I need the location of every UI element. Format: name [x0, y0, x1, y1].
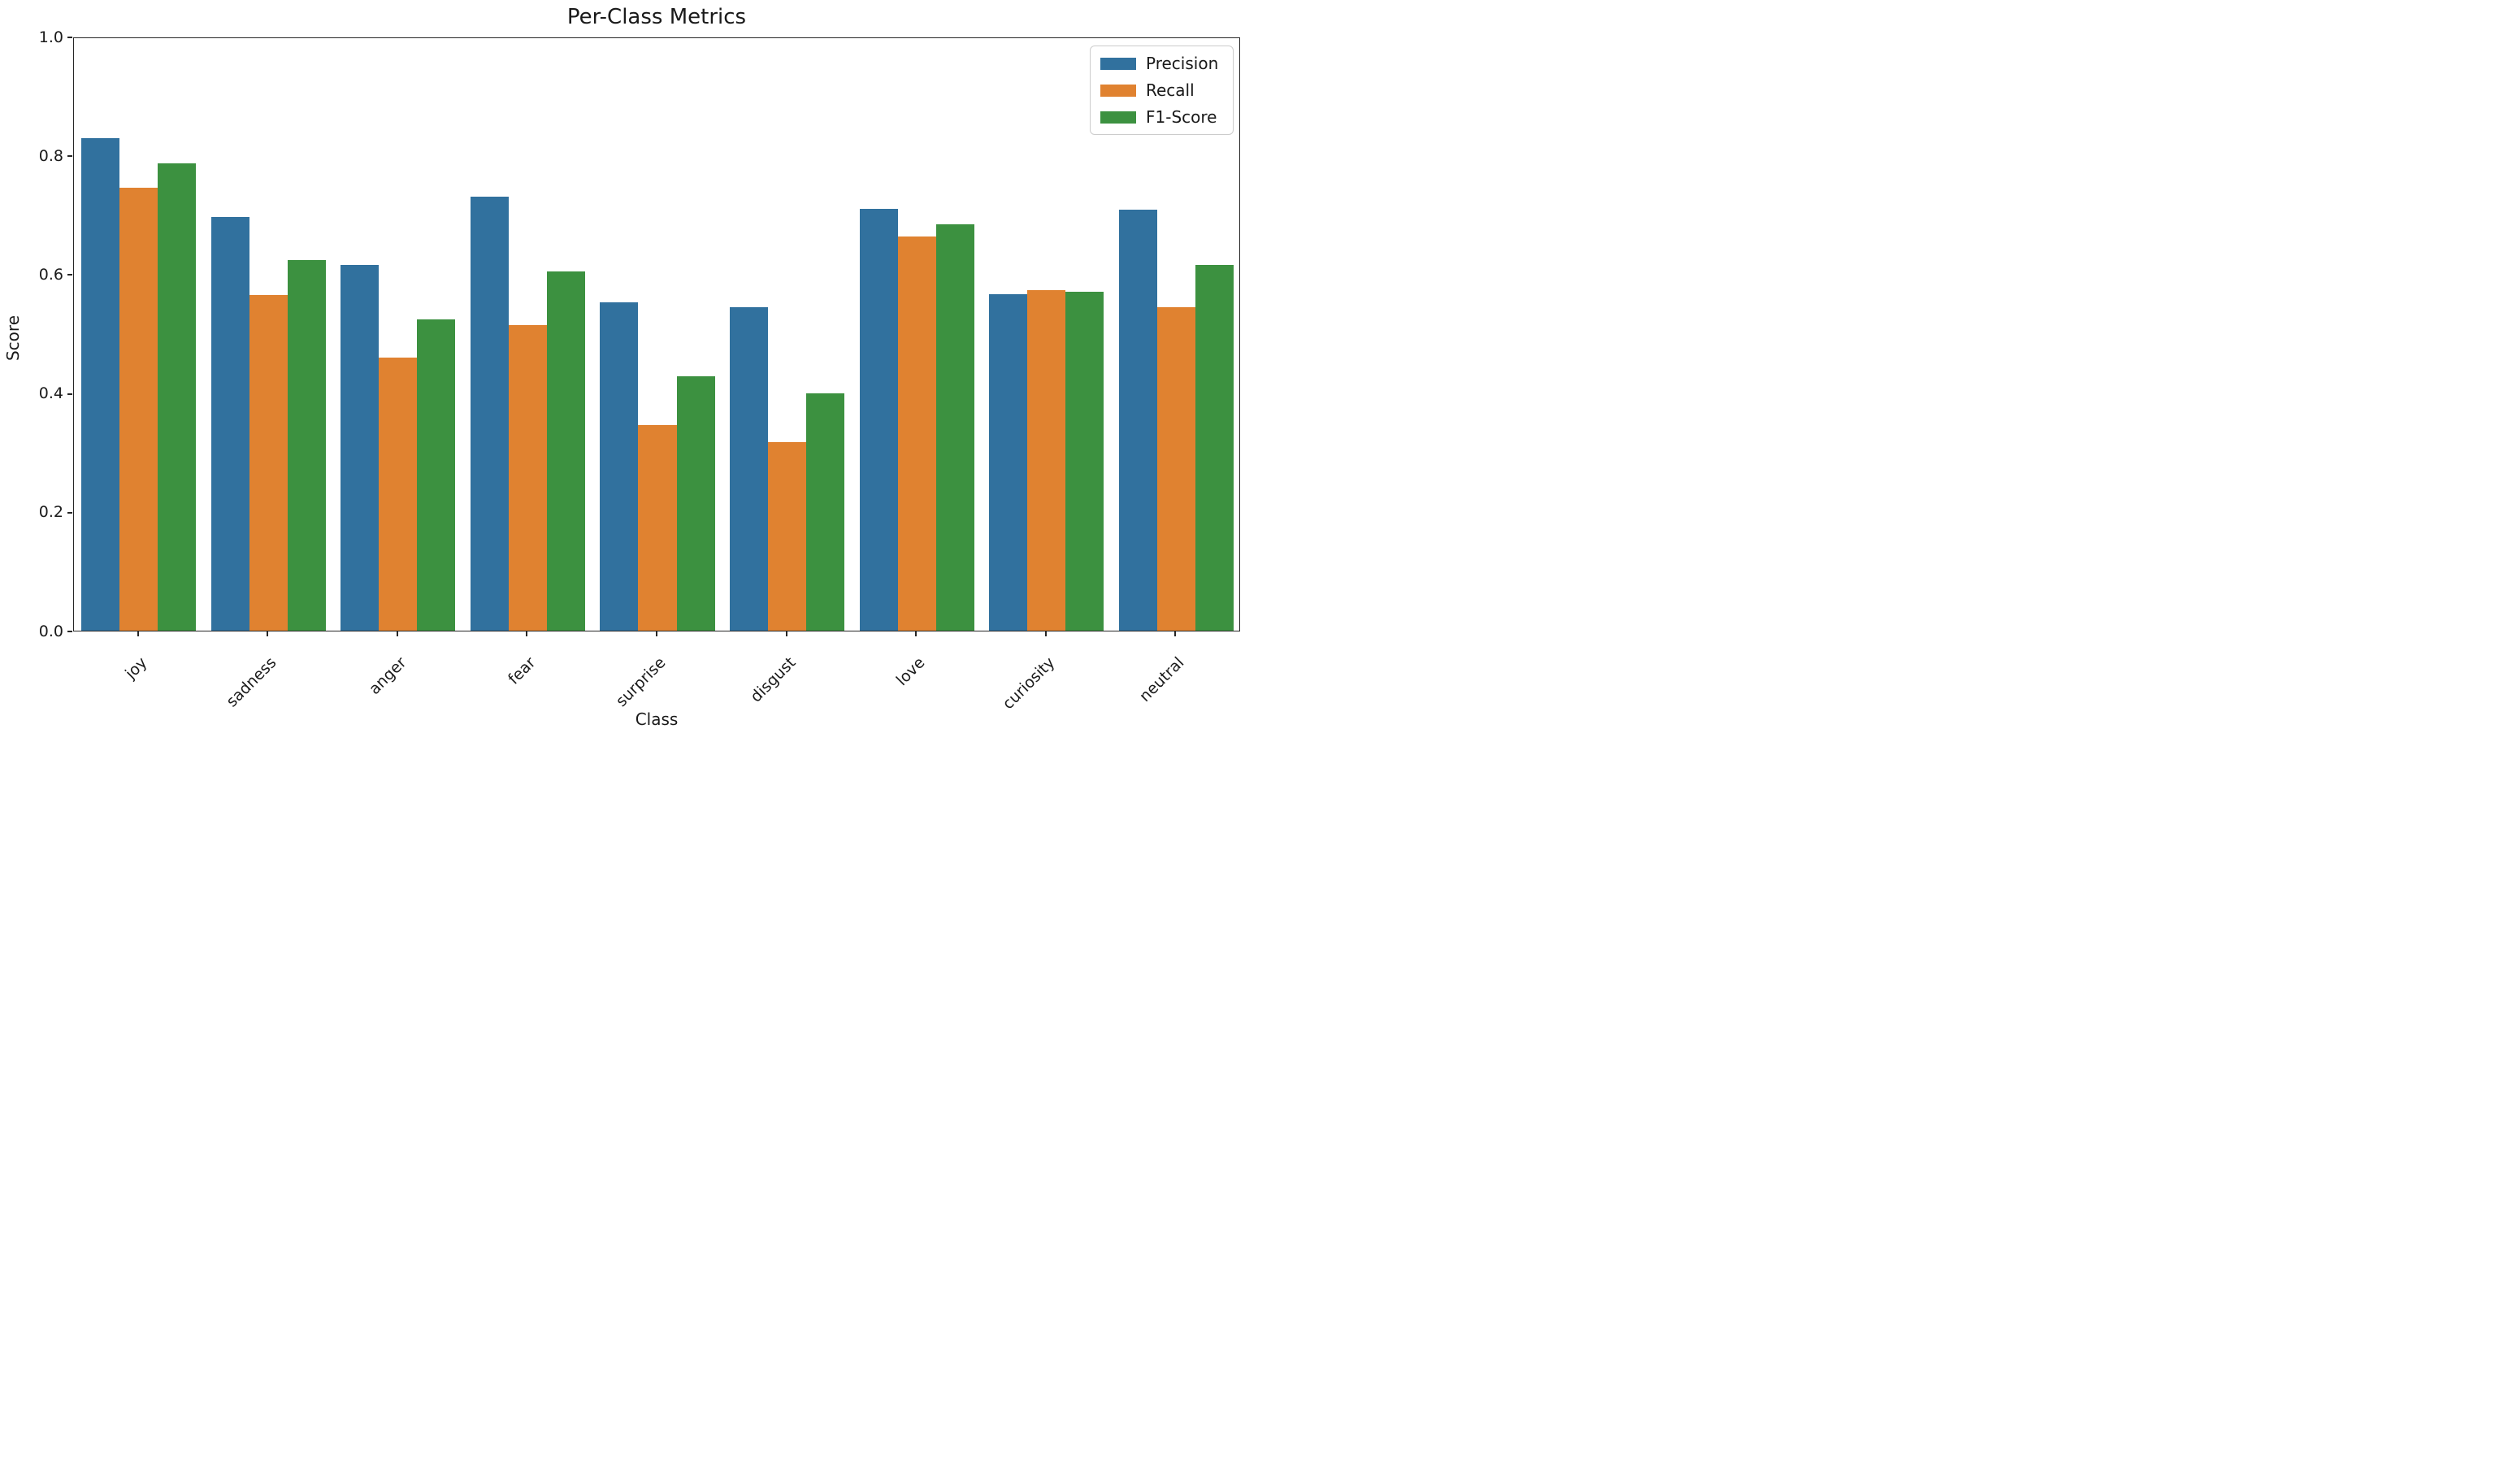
- bar-precision-love: [859, 209, 898, 631]
- x-tick-mark: [785, 631, 787, 636]
- y-tick-mark: [67, 393, 72, 395]
- x-tick-label-joy: joy: [121, 653, 151, 683]
- x-axis-label: Class: [635, 709, 679, 729]
- bar-f1-score-sadness: [287, 259, 326, 631]
- x-tick-label-neutral: neutral: [1136, 653, 1188, 705]
- bar-recall-fear: [508, 324, 547, 631]
- x-tick-mark: [1044, 631, 1047, 636]
- legend-item-recall: Recall: [1100, 81, 1221, 99]
- y-axis-label: Score: [3, 315, 23, 362]
- bar-f1-score-joy: [158, 163, 197, 631]
- bar-recall-love: [897, 236, 936, 631]
- x-tick-label-surprise: surprise: [612, 653, 670, 711]
- bar-precision-fear: [470, 196, 509, 631]
- legend-label: Recall: [1146, 80, 1195, 100]
- legend-swatch-recall: [1100, 84, 1136, 97]
- bar-precision-sadness: [210, 217, 249, 631]
- x-tick-label-sadness: sadness: [223, 653, 280, 711]
- legend-swatch-precision: [1100, 57, 1136, 70]
- bar-precision-surprise: [600, 302, 639, 631]
- x-tick-label-curiosity: curiosity: [999, 653, 1059, 714]
- y-tick-mark: [67, 37, 72, 38]
- legend-swatch-f1-score: [1100, 111, 1136, 124]
- bar-recall-surprise: [638, 425, 677, 631]
- x-tick-mark: [656, 631, 657, 636]
- bar-recall-disgust: [768, 442, 807, 631]
- bar-precision-neutral: [1118, 210, 1157, 631]
- bar-recall-joy: [119, 187, 158, 631]
- bar-f1-score-curiosity: [1065, 292, 1104, 631]
- legend-item-f1-score: F1-Score: [1100, 108, 1221, 126]
- bar-precision-curiosity: [989, 293, 1028, 631]
- bar-recall-anger: [379, 358, 418, 631]
- bar-recall-curiosity: [1027, 290, 1066, 631]
- chart-title: Per-Class Metrics: [566, 5, 747, 29]
- y-tick-label-0.8: 0.8: [38, 146, 63, 165]
- x-tick-mark: [1174, 631, 1177, 636]
- legend-label: F1-Score: [1146, 107, 1217, 127]
- bar-recall-sadness: [249, 295, 288, 631]
- bar-precision-anger: [341, 264, 380, 631]
- y-tick-label-1.0: 1.0: [38, 28, 63, 46]
- bar-f1-score-disgust: [806, 393, 845, 631]
- y-tick-label-0.0: 0.0: [38, 622, 63, 640]
- bar-f1-score-surprise: [676, 376, 715, 631]
- x-tick-label-anger: anger: [365, 653, 410, 698]
- bar-precision-joy: [81, 138, 120, 631]
- y-tick-label-0.6: 0.6: [38, 265, 63, 284]
- x-tick-mark: [526, 631, 528, 636]
- y-tick-label-0.4: 0.4: [38, 384, 63, 403]
- y-tick-label-0.2: 0.2: [38, 503, 63, 522]
- bar-precision-disgust: [729, 306, 768, 631]
- x-tick-mark: [267, 631, 269, 636]
- x-tick-mark: [137, 631, 139, 636]
- y-tick-mark: [67, 155, 72, 158]
- legend-label: Precision: [1146, 54, 1219, 73]
- figure: Per-Class Metrics Score Class Precision R…: [0, 0, 1252, 742]
- x-tick-mark: [915, 631, 917, 636]
- plot-area: [73, 37, 1240, 631]
- bar-f1-score-neutral: [1195, 265, 1234, 631]
- bar-recall-neutral: [1156, 306, 1195, 631]
- y-tick-mark: [67, 631, 72, 632]
- x-tick-mark: [396, 631, 398, 636]
- y-tick-mark: [67, 511, 72, 514]
- bar-f1-score-love: [935, 224, 974, 631]
- x-tick-label-love: love: [892, 653, 929, 690]
- bar-f1-score-anger: [417, 319, 456, 631]
- x-tick-label-disgust: disgust: [746, 653, 799, 706]
- y-tick-mark: [67, 274, 72, 276]
- legend-item-precision: Precision: [1100, 54, 1221, 72]
- bar-f1-score-fear: [546, 271, 586, 631]
- legend: Precision Recall F1-Score: [1090, 46, 1234, 135]
- x-tick-label-fear: fear: [505, 653, 540, 688]
